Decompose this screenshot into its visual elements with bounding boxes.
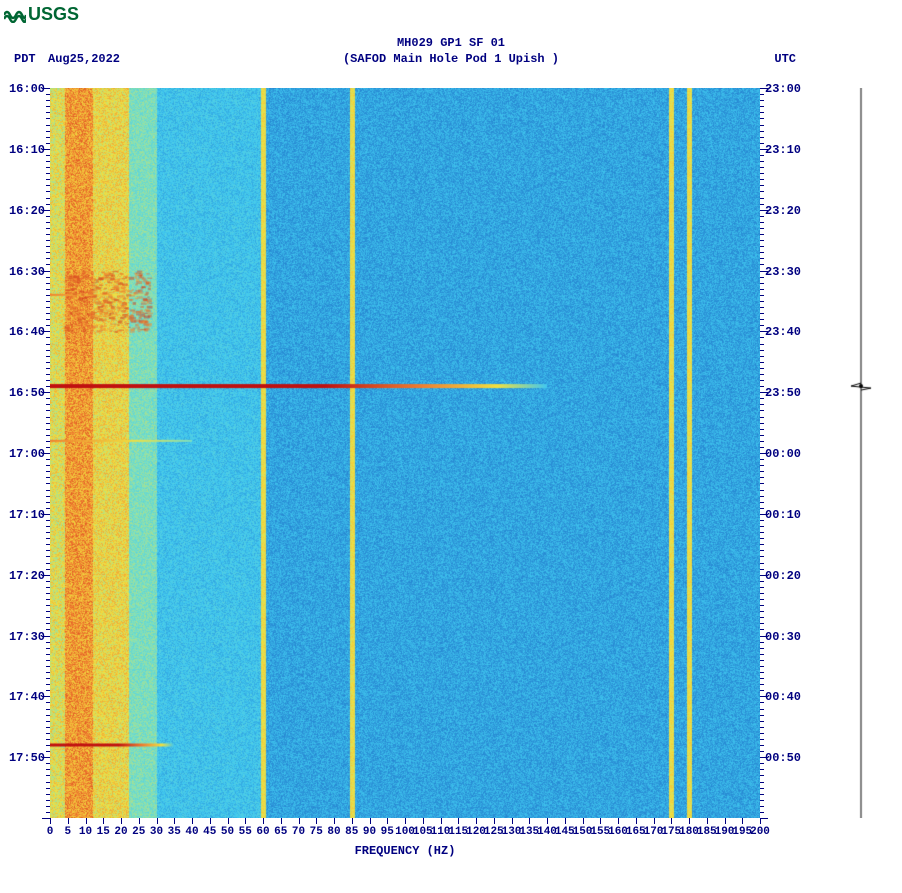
usgs-logo: USGS (4, 4, 79, 25)
y-tick-right: 23:20 (765, 204, 801, 218)
y-tick-right: 00:20 (765, 569, 801, 583)
x-tick: 30 (150, 826, 163, 838)
y-axis-right: 23:0023:1023:2023:3023:4023:5000:0000:10… (760, 88, 830, 818)
date-label: Aug25,2022 (48, 52, 120, 66)
y-tick-right: 00:40 (765, 690, 801, 704)
x-axis-title: FREQUENCY (HZ) (0, 844, 810, 858)
logo-text: USGS (28, 4, 79, 25)
y-tick-right: 00:30 (765, 630, 801, 644)
y-tick-left: 16:50 (9, 386, 45, 400)
y-tick-left: 17:20 (9, 569, 45, 583)
x-tick: 85 (345, 826, 358, 838)
x-tick: 65 (274, 826, 287, 838)
spectrogram-plot (50, 88, 760, 818)
y-tick-left: 16:30 (9, 265, 45, 279)
chart-title-2: (SAFOD Main Hole Pod 1 Upish ) (0, 52, 902, 66)
x-tick: 90 (363, 826, 376, 838)
x-tick: 60 (256, 826, 269, 838)
x-tick: 20 (114, 826, 127, 838)
y-tick-right: 23:10 (765, 143, 801, 157)
x-tick: 10 (79, 826, 92, 838)
x-tick: 0 (47, 826, 54, 838)
x-tick: 200 (750, 826, 770, 838)
y-tick-left: 16:20 (9, 204, 45, 218)
y-tick-right: 23:00 (765, 82, 801, 96)
utc-label: UTC (774, 52, 796, 66)
x-tick: 5 (64, 826, 71, 838)
x-tick: 45 (203, 826, 216, 838)
x-tick: 55 (239, 826, 252, 838)
wave-icon (4, 7, 26, 23)
y-tick-right: 00:50 (765, 751, 801, 765)
x-tick: 25 (132, 826, 145, 838)
pdt-label: PDT (14, 52, 36, 66)
y-tick-left: 16:00 (9, 82, 45, 96)
y-tick-left: 16:40 (9, 325, 45, 339)
y-tick-left: 17:30 (9, 630, 45, 644)
x-tick: 70 (292, 826, 305, 838)
y-axis-left: 16:0016:1016:2016:3016:4016:5017:0017:10… (0, 88, 50, 818)
y-tick-left: 16:10 (9, 143, 45, 157)
x-tick: 75 (310, 826, 323, 838)
y-tick-right: 23:30 (765, 265, 801, 279)
y-tick-left: 17:00 (9, 447, 45, 461)
x-tick: 50 (221, 826, 234, 838)
x-tick: 40 (185, 826, 198, 838)
amplitude-trace (848, 88, 874, 818)
y-tick-left: 17:40 (9, 690, 45, 704)
y-tick-right: 23:50 (765, 386, 801, 400)
y-tick-left: 17:50 (9, 751, 45, 765)
y-tick-right: 00:10 (765, 508, 801, 522)
chart-title-1: MH029 GP1 SF 01 (0, 36, 902, 50)
y-tick-right: 23:40 (765, 325, 801, 339)
x-tick: 15 (97, 826, 110, 838)
y-tick-right: 00:00 (765, 447, 801, 461)
y-tick-left: 17:10 (9, 508, 45, 522)
x-tick: 80 (327, 826, 340, 838)
x-tick: 95 (381, 826, 394, 838)
x-tick: 35 (168, 826, 181, 838)
